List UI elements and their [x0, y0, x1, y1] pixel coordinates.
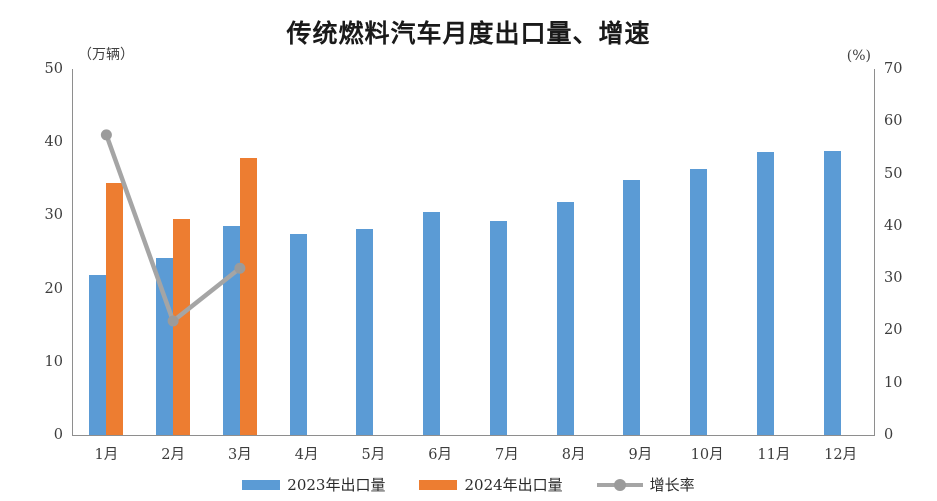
chart-legend: 2023年出口量 2024年出口量 增长率: [0, 474, 937, 495]
x-axis-label-7: 7月: [495, 447, 519, 463]
bar-2023年出口量-5月: [356, 229, 374, 435]
bar-2023年出口量-6月: [423, 211, 441, 435]
legend-item-growth-rate: 增长率: [596, 474, 695, 495]
left-axis-tick-30: 30: [44, 207, 63, 224]
bar-2023年出口量-4月: [289, 233, 307, 435]
legend-label-2023-exports: 2023年出口量: [287, 476, 386, 494]
x-axis-label-1: 1月: [94, 447, 119, 463]
left-axis-unit-label: （万辆）: [78, 47, 134, 63]
growth-rate-point-3月: [234, 262, 246, 274]
x-axis-label-5: 5月: [361, 447, 386, 463]
right-axis-tick-40: 40: [884, 217, 903, 234]
left-axis-tick-40: 40: [44, 134, 63, 151]
bar-2023年出口量-9月: [623, 179, 641, 435]
bar-2023年出口量-7月: [489, 221, 507, 435]
legend-growth-dot-icon: [613, 478, 626, 491]
right-axis-unit-label: (%): [846, 48, 871, 64]
left-axis-tick-20: 20: [44, 280, 63, 297]
bar-2023年出口量-8月: [556, 201, 574, 435]
bar-2024年出口量-2月: [173, 219, 191, 435]
left-axis-tick-10: 10: [44, 353, 63, 370]
right-axis-tick-60: 60: [884, 113, 903, 130]
bar-2023年出口量-11月: [756, 151, 774, 435]
legend-item-2023-exports: 2023年出口量: [242, 474, 385, 495]
legend-label-2024-exports: 2024年出口量: [464, 476, 563, 494]
x-axis-label-9: 9月: [628, 447, 653, 463]
bar-2023年出口量-1月: [89, 274, 107, 435]
bar-2023年出口量-2月: [156, 257, 174, 435]
x-axis-label-2: 2月: [161, 447, 185, 463]
bar-2024年出口量-3月: [239, 158, 257, 435]
x-axis-label-6: 6月: [428, 447, 452, 463]
right-axis-tick-70: 70: [884, 61, 903, 77]
bar-2023年出口量-10月: [690, 168, 708, 435]
growth-rate-point-2月: [167, 315, 179, 327]
left-axis-tick-0: 0: [53, 427, 63, 443]
plot-area: 0 10 20 30 40 50 0 10 20 30 40 50 60 70 1月 2月 3月 4月 5月 6月 7月…: [45, 61, 903, 463]
right-axis-tick-50: 50: [884, 165, 903, 182]
legend-growth-line-marker-icon: [596, 478, 643, 491]
growth-rate-point-1月: [100, 129, 112, 141]
x-axis-label-4: 4月: [294, 447, 319, 463]
x-axis-label-10: 10月: [690, 447, 724, 463]
x-axis-label-11: 11月: [757, 447, 791, 463]
left-axis-tick-50: 50: [44, 61, 63, 77]
x-axis-label-8: 8月: [561, 447, 586, 463]
right-axis-tick-20: 20: [884, 322, 903, 339]
x-axis-label-12: 12月: [824, 447, 858, 463]
right-axis-tick-30: 30: [884, 270, 903, 287]
legend-label-growth-rate: 增长率: [649, 476, 695, 494]
legend-item-2024-exports: 2024年出口量: [419, 474, 563, 495]
legend-swatch-2023-bar-icon: [242, 479, 281, 490]
chart-title: 传统燃料汽车月度出口量、增速: [286, 19, 651, 48]
growth-rate-line-layer: [100, 129, 246, 327]
right-axis-tick-10: 10: [884, 374, 903, 391]
bar-2023年出口量-12月: [823, 150, 841, 435]
right-axis-tick-0: 0: [884, 427, 894, 443]
bar-2024年出口量-1月: [106, 183, 124, 435]
x-axis-label-3: 3月: [228, 447, 252, 463]
growth-rate-line: [104, 134, 242, 325]
legend-swatch-2024-bar-icon: [419, 479, 458, 490]
